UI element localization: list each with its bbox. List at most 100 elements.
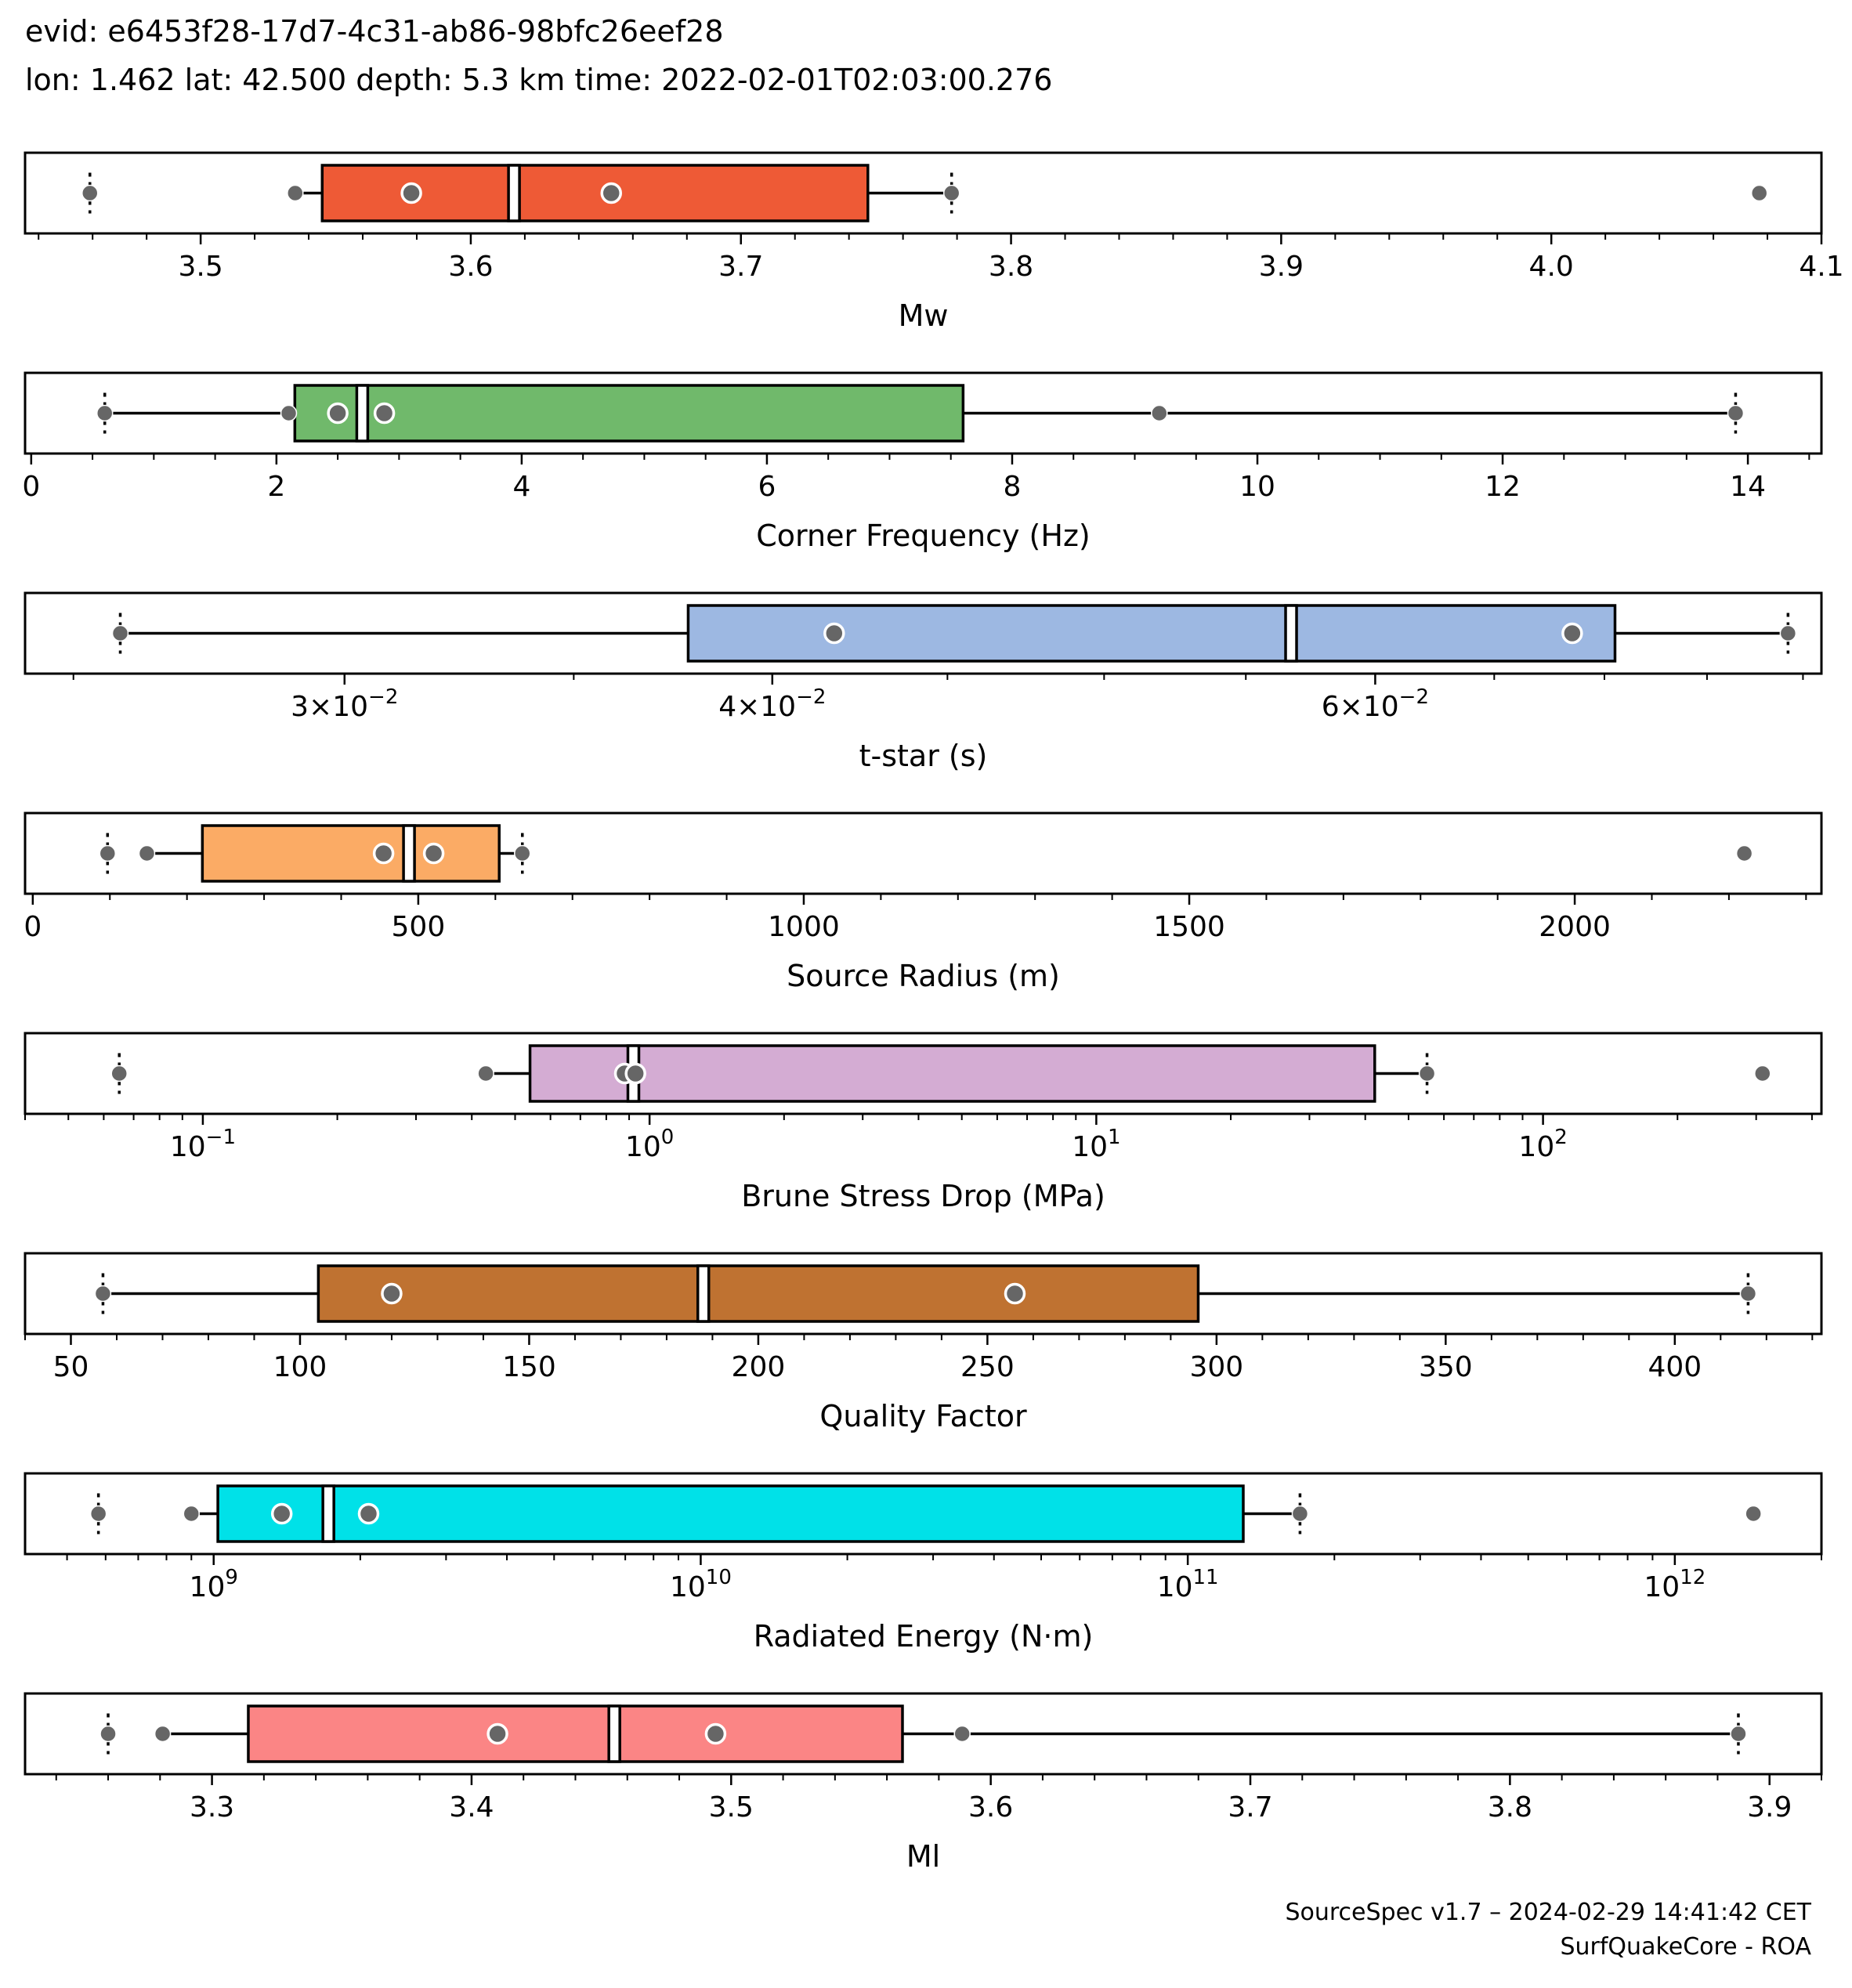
tick-label-base: 3.9 [1259, 251, 1304, 283]
outer-point [942, 184, 960, 202]
x-axis-label: t-star (s) [859, 739, 988, 773]
outer-point [1739, 1285, 1757, 1303]
tick-label-base: 10 [625, 1131, 661, 1163]
outer-point [81, 184, 99, 202]
tick-label-base: 10 [1518, 1131, 1554, 1163]
tick-label-base: 150 [502, 1351, 556, 1383]
tick-label: 150 [502, 1351, 556, 1383]
tick-label-base: 300 [1190, 1351, 1244, 1383]
x-axis-label: Brune Stress Drop (MPa) [741, 1179, 1105, 1213]
tick-label-base: 4.1 [1799, 251, 1843, 283]
tick-label-base: 3.8 [1488, 1791, 1532, 1824]
panel-1: 0 2 4 6 8 10 12 14 Corner Frequency (Hz) [22, 371, 1823, 553]
tick-label: 300 [1190, 1351, 1244, 1383]
tick-label-exponent: 11 [1193, 1566, 1219, 1589]
tick-label-base: 10 [1072, 1131, 1108, 1163]
tick-label: 10 [1239, 471, 1275, 503]
tick-label-base: 3.9 [1747, 1791, 1792, 1824]
tick-label-base: 12 [1485, 471, 1521, 503]
tick-label: 3.7 [718, 251, 763, 283]
event-location-text: lon: 1.462 lat: 42.500 depth: 5.3 km tim… [25, 63, 1053, 97]
outer-point [1750, 184, 1768, 202]
tick-label: 1011 [1157, 1566, 1219, 1603]
inner-point [600, 182, 622, 204]
tick-label: 350 [1419, 1351, 1473, 1383]
tick-label-base: 1000 [768, 911, 840, 943]
axes-frame [24, 591, 1823, 675]
inner-point [1004, 1282, 1026, 1305]
inner-point [327, 402, 349, 425]
tick-label-base: 3.5 [178, 251, 222, 283]
outer-point [1754, 1064, 1771, 1083]
x-axis-label: Radiated Energy (N·m) [754, 1619, 1094, 1654]
tick-label-base: 3.4 [449, 1791, 494, 1824]
tick-label: 14 [1730, 471, 1766, 503]
outer-point [514, 844, 531, 862]
tick-label: 250 [960, 1351, 1015, 1383]
inner-point [823, 622, 845, 645]
tick-label: 2000 [1539, 911, 1611, 943]
x-axis-label: Ml [906, 1839, 940, 1874]
tick-label: 10−1 [170, 1126, 236, 1163]
tick-label-base: 4×10 [718, 691, 796, 723]
panel-2: 3×10−2 4×10−2 6×10−2t-star (s) [24, 591, 1823, 773]
tick-label-exponent: −2 [368, 685, 398, 709]
tick-label: 2 [267, 471, 285, 503]
tick-label: 50 [53, 1351, 89, 1383]
outer-point [138, 844, 156, 862]
iqr-box [247, 1704, 904, 1763]
tick-label-base: 200 [732, 1351, 786, 1383]
outer-point [1735, 844, 1753, 862]
tick-label-base: 3.6 [448, 251, 493, 283]
tick-label-base: 10 [190, 1571, 226, 1603]
tick-label-base: 10 [1157, 1571, 1193, 1603]
tick-label: 4 [512, 471, 530, 503]
tick-label-base: 10 [1644, 1571, 1680, 1603]
tick-label: 3.8 [1488, 1791, 1532, 1824]
inner-point [704, 1722, 727, 1745]
tick-label-base: 3.3 [190, 1791, 234, 1824]
outer-point [280, 404, 298, 422]
x-axis-label: Mw [899, 298, 949, 333]
iqr-box [528, 1044, 1376, 1103]
outer-point [287, 184, 304, 202]
outer-point [94, 1285, 112, 1303]
tick-label: 4×10−2 [718, 685, 826, 723]
tick-label-base: 3.7 [718, 251, 763, 283]
tick-label: 1000 [768, 911, 840, 943]
inner-point [372, 842, 395, 865]
tick-label-base: 500 [392, 911, 446, 943]
tick-label: 0 [22, 471, 40, 503]
tick-label-base: 350 [1419, 1351, 1473, 1383]
panel-0: 3.5 3.6 3.7 3.8 3.9 4.0 4.1 Mw [24, 151, 1844, 333]
panel-7: 3.3 3.4 3.5 3.6 3.7 3.8 3.9 Ml [24, 1692, 1823, 1874]
tick-label-base: 400 [1648, 1351, 1702, 1383]
iqr-box [216, 1484, 1245, 1543]
outer-point [99, 844, 117, 862]
tick-label: 3.6 [968, 1791, 1013, 1824]
x-axis-label: Quality Factor [819, 1399, 1027, 1433]
tick-label-base: 100 [273, 1351, 327, 1383]
outer-point [99, 1725, 117, 1743]
tick-label-base: 1500 [1153, 911, 1225, 943]
median-line [1284, 604, 1298, 663]
inner-point [624, 1062, 646, 1085]
tick-label: 6 [758, 471, 776, 503]
tick-label-base: 3.8 [989, 251, 1033, 283]
outer-point [1418, 1064, 1436, 1083]
tick-label: 100 [273, 1351, 327, 1383]
tick-label: 3.5 [178, 251, 222, 283]
tick-label-base: 10 [170, 1131, 206, 1163]
tick-label-base: 3.7 [1228, 1791, 1272, 1824]
tick-label: 3.7 [1228, 1791, 1272, 1824]
inner-point [373, 402, 396, 425]
tick-label: 102 [1518, 1126, 1567, 1163]
axes-frame [24, 1692, 1823, 1776]
axes-frame [24, 371, 1823, 455]
tick-label-exponent: −1 [206, 1126, 236, 1149]
tick-label: 3.3 [190, 1791, 234, 1824]
outer-point [111, 624, 129, 642]
